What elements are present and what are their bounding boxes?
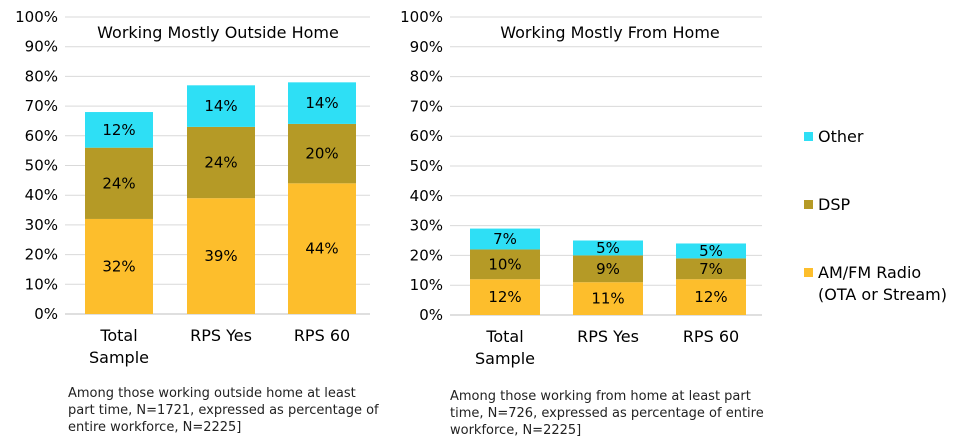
y-tick-label: 80% <box>25 67 58 85</box>
legend: Other DSP AM/FM Radio (OTA or Stream) <box>804 127 947 304</box>
bar-value-label: 11% <box>591 290 624 308</box>
bar-segment <box>676 258 746 280</box>
footnote-outside-home: Among those working outside home at leas… <box>68 386 379 435</box>
bar-segment <box>288 183 356 314</box>
bar-segment <box>187 85 255 127</box>
y-tick-label: 0% <box>34 305 58 323</box>
bar-value-label: 12% <box>488 288 521 306</box>
chart-title: Working Mostly From Home <box>500 23 720 42</box>
y-tick-label: 40% <box>410 187 443 205</box>
legend-swatch <box>804 268 813 277</box>
category-label: RPS Yes <box>190 326 252 345</box>
y-tick-label: 90% <box>410 38 443 56</box>
y-tick-label: 100% <box>15 8 58 26</box>
category-label: Sample <box>89 348 149 367</box>
bar-value-label: 5% <box>596 239 620 257</box>
bar-segment <box>187 198 255 314</box>
category-label: RPS 60 <box>683 327 739 346</box>
bar-value-label: 12% <box>694 288 727 306</box>
bar-segment <box>573 240 643 256</box>
bar-segment <box>470 249 540 280</box>
y-tick-label: 30% <box>25 216 58 234</box>
bar-segment <box>470 279 540 315</box>
bar-value-label: 7% <box>699 260 723 278</box>
legend-swatch <box>804 132 813 141</box>
y-tick-label: 50% <box>25 157 58 175</box>
y-tick-label: 50% <box>410 157 443 175</box>
y-tick-label: 20% <box>410 246 443 264</box>
legend-label: Other <box>818 127 864 146</box>
bar-segment <box>288 123 356 184</box>
bar-segment <box>85 147 153 219</box>
category-label: RPS 60 <box>294 326 350 345</box>
y-tick-label: 30% <box>410 217 443 235</box>
bar-segment <box>573 282 643 315</box>
legend-label: AM/FM Radio <box>818 263 921 282</box>
chart-title-box <box>470 18 750 46</box>
bar-value-label: 12% <box>102 121 135 139</box>
y-tick-label: 80% <box>410 68 443 86</box>
y-tick-label: 70% <box>410 97 443 115</box>
y-tick-label: 90% <box>25 38 58 56</box>
bar-segment <box>288 82 356 124</box>
category-label: Sample <box>475 349 535 368</box>
bar-value-label: 5% <box>699 242 723 260</box>
y-tick-label: 70% <box>25 97 58 115</box>
legend-label: (OTA or Stream) <box>818 285 947 304</box>
category-label: Total <box>485 327 523 346</box>
bar-segment <box>85 218 153 314</box>
bar-segment <box>573 255 643 283</box>
chart-title-box <box>75 18 361 46</box>
y-tick-label: 20% <box>25 246 58 264</box>
category-label: Total <box>99 326 137 345</box>
y-tick-label: 0% <box>419 306 443 324</box>
bar-value-label: 20% <box>305 145 338 163</box>
legend-label: DSP <box>818 195 850 214</box>
bar-segment <box>676 243 746 259</box>
y-tick-label: 60% <box>25 127 58 145</box>
y-tick-label: 100% <box>400 8 443 26</box>
bar-segment <box>85 112 153 148</box>
bar-segment <box>187 126 255 199</box>
bar-value-label: 44% <box>305 240 338 258</box>
bar-value-label: 14% <box>204 97 237 115</box>
bar-value-label: 14% <box>305 94 338 112</box>
bar-segment <box>676 279 746 315</box>
y-tick-label: 10% <box>25 275 58 293</box>
bar-segment <box>470 228 540 250</box>
bar-value-label: 39% <box>204 247 237 265</box>
bar-value-label: 24% <box>102 174 135 192</box>
chart-panel-outside: 0% 10% 20% 30% 40% 50% 60% 70% 80% 90% 100% 32% 24% 1… <box>15 8 370 367</box>
y-tick-label: 10% <box>410 276 443 294</box>
chart-title: Working Mostly Outside Home <box>97 23 339 42</box>
bar-value-label: 24% <box>204 154 237 172</box>
legend-swatch <box>804 200 813 209</box>
bar-value-label: 32% <box>102 257 135 275</box>
bar-value-label: 7% <box>493 230 517 248</box>
y-tick-label: 60% <box>410 127 443 145</box>
bar-value-label: 10% <box>488 255 521 273</box>
chart-panel-home: 0% 10% 20% 30% 40% 50% 60% 70% 80% 90% 100% 12% 10% 7… <box>400 8 762 368</box>
footnote-from-home: Among those working from home at least p… <box>450 389 764 438</box>
category-label: RPS Yes <box>577 327 639 346</box>
bar-value-label: 9% <box>596 260 620 278</box>
y-tick-label: 40% <box>25 186 58 204</box>
